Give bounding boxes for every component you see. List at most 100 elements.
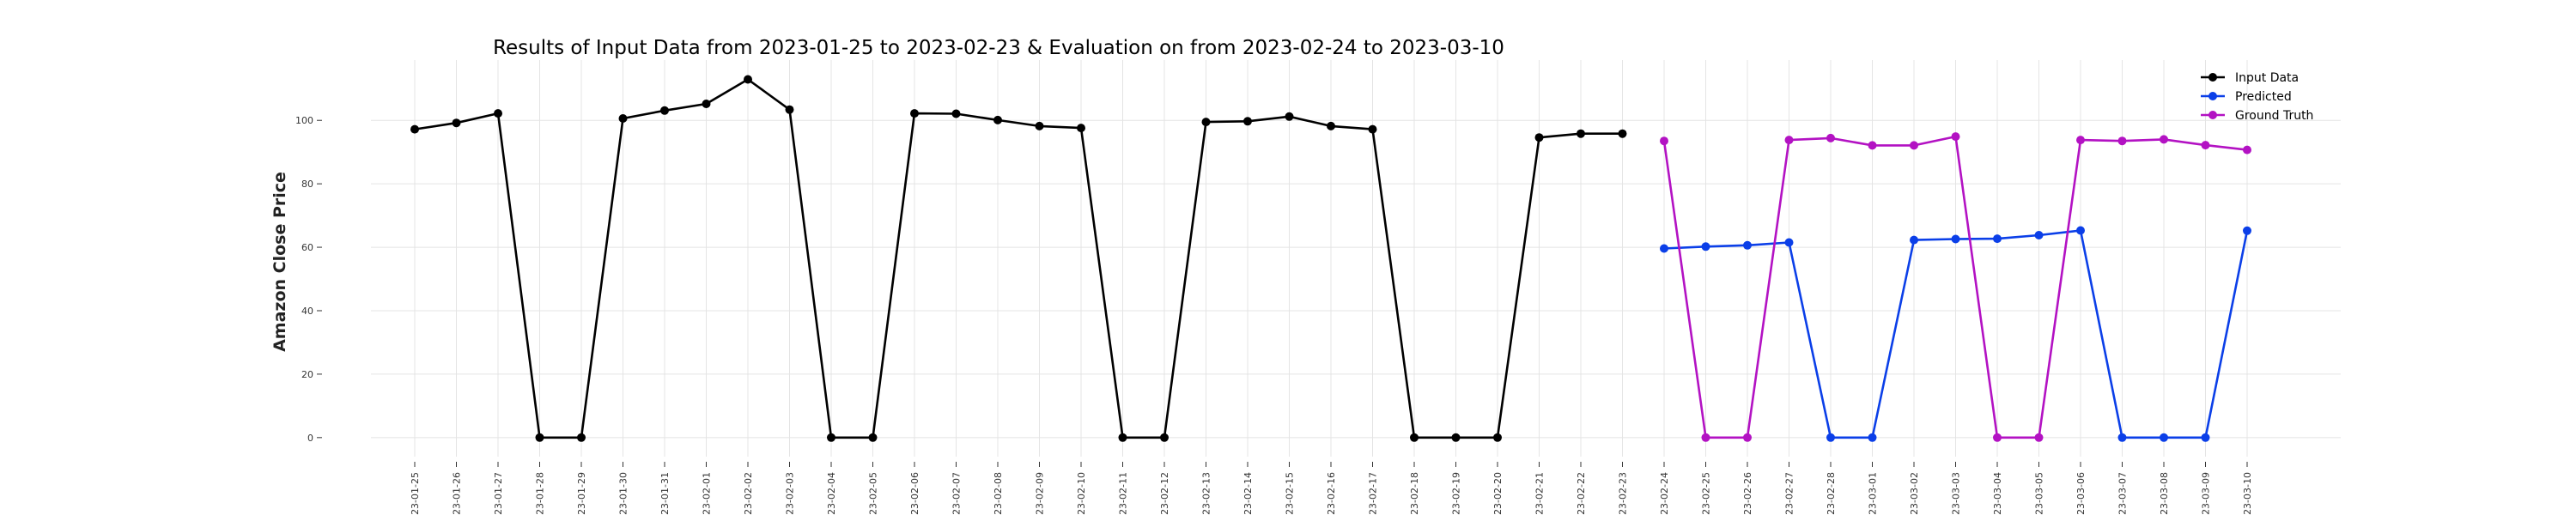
x-tick-label: -23-02-24 <box>1659 472 1670 515</box>
data-point <box>1910 235 1918 245</box>
y-tick-label: 80 <box>301 179 313 190</box>
data-point <box>951 109 961 118</box>
data-point <box>702 100 711 108</box>
x-axis-ticks: -23-01-25 -23-01-26 -23-01-27 -23-01-28 -23-… <box>410 462 2253 515</box>
x-tick-label: -23-02-23 <box>1618 472 1629 515</box>
data-point <box>2243 226 2251 235</box>
x-tick-label: -23-02-19 <box>1451 472 1462 515</box>
x-tick-label: -23-02-10 <box>1076 472 1087 515</box>
x-tick-label: -23-01-29 <box>576 472 587 515</box>
legend-label: Input Data <box>2235 71 2299 85</box>
x-tick-label: -23-02-25 <box>1701 472 1712 515</box>
data-point <box>2201 141 2210 150</box>
data-point <box>1077 124 1085 133</box>
data-point <box>1743 433 1752 442</box>
x-tick-label: -23-02-05 <box>868 472 879 515</box>
y-tick-label: 60 <box>301 242 313 253</box>
data-point <box>494 109 502 118</box>
data-point <box>1035 121 1044 130</box>
legend-item: Input Data <box>2201 71 2299 85</box>
x-tick-label: -23-03-03 <box>1951 472 1962 515</box>
data-point <box>2160 135 2168 144</box>
data-point <box>1701 242 1710 251</box>
legend-item: Predicted <box>2201 90 2292 104</box>
chart-title: Results of Input Data from 2023-01-25 to… <box>493 37 1504 59</box>
x-tick-label: -23-03-01 <box>1868 472 1879 515</box>
x-tick-label: -23-02-09 <box>1035 472 1046 515</box>
data-point <box>1410 433 1419 442</box>
y-axis-ticks: 0 20 40 60 80 100 <box>295 115 322 444</box>
data-point <box>1868 433 1877 442</box>
x-tick-label: -23-02-20 <box>1492 472 1504 515</box>
data-point <box>1743 240 1752 250</box>
x-tick-label: -23-03-08 <box>2159 472 2170 515</box>
x-tick-label: -23-02-12 <box>1159 472 1170 515</box>
x-tick-label: -23-02-13 <box>1201 472 1212 515</box>
data-point <box>1868 141 1877 150</box>
data-point <box>618 114 628 123</box>
data-point <box>1201 118 1211 127</box>
x-tick-label: -23-02-15 <box>1285 472 1296 515</box>
data-point <box>1493 433 1502 442</box>
x-tick-label: -23-01-27 <box>493 472 504 515</box>
data-point <box>1826 433 1835 442</box>
x-tick-label: -23-01-25 <box>410 472 421 515</box>
x-tick-label: -23-02-02 <box>743 472 754 515</box>
x-tick-label: -23-02-17 <box>1368 472 1379 515</box>
data-point <box>1451 433 1461 442</box>
y-tick-label: 40 <box>301 306 313 317</box>
x-tick-label: -23-03-05 <box>2034 472 2045 515</box>
data-point <box>535 433 544 442</box>
legend-label: Ground Truth <box>2235 109 2313 123</box>
data-point <box>1784 238 1794 247</box>
legend-item: Ground Truth <box>2201 109 2313 123</box>
series-ground-truth <box>1660 132 2251 442</box>
data-point <box>868 433 878 442</box>
data-point <box>2076 226 2085 235</box>
data-point <box>1285 112 1294 121</box>
series-lines <box>410 75 2251 442</box>
y-tick-label: 0 <box>307 433 313 444</box>
x-tick-label: -23-02-01 <box>702 472 713 515</box>
legend: Input Data Predicted Ground Truth <box>2201 71 2313 123</box>
data-point <box>1368 124 1377 134</box>
data-point <box>452 118 461 128</box>
x-tick-label: -23-03-06 <box>2075 472 2087 515</box>
data-point <box>1660 136 1668 146</box>
x-tick-label: -23-02-11 <box>1118 472 1129 515</box>
x-tick-label: -23-02-08 <box>993 472 1004 515</box>
y-tick-label: 100 <box>295 115 313 126</box>
x-tick-label: -23-02-03 <box>785 472 796 515</box>
data-point <box>2243 145 2251 154</box>
data-point <box>660 106 669 115</box>
data-point <box>1577 129 1585 138</box>
x-tick-label: -23-03-04 <box>1992 472 2003 515</box>
legend-label: Predicted <box>2235 90 2292 104</box>
series-predicted <box>1660 226 2251 442</box>
x-tick-label: -23-02-28 <box>1826 472 1837 515</box>
data-point <box>2076 136 2085 145</box>
legend-marker <box>2208 92 2217 100</box>
data-point <box>785 105 794 114</box>
data-point <box>1784 136 1794 145</box>
data-point <box>1327 121 1335 130</box>
x-tick-label: -23-02-07 <box>951 472 963 515</box>
data-point <box>1951 132 1960 142</box>
x-tick-label: -23-02-06 <box>909 472 920 515</box>
x-tick-label: -23-02-04 <box>826 472 837 515</box>
x-tick-label: -23-01-31 <box>659 472 671 515</box>
x-tick-label: -23-02-26 <box>1742 472 1753 515</box>
x-tick-label: -23-02-18 <box>1409 472 1420 515</box>
data-point <box>2160 433 2168 442</box>
data-point <box>910 109 919 118</box>
x-tick-label: -23-02-22 <box>1576 472 1587 515</box>
data-point <box>2034 231 2044 239</box>
data-point <box>2201 433 2210 442</box>
data-point <box>1910 141 1918 150</box>
series-line <box>414 78 1623 439</box>
legend-marker <box>2208 111 2217 119</box>
data-point <box>2117 433 2127 442</box>
data-point <box>1118 433 1127 442</box>
x-tick-label: -23-01-28 <box>535 472 546 515</box>
